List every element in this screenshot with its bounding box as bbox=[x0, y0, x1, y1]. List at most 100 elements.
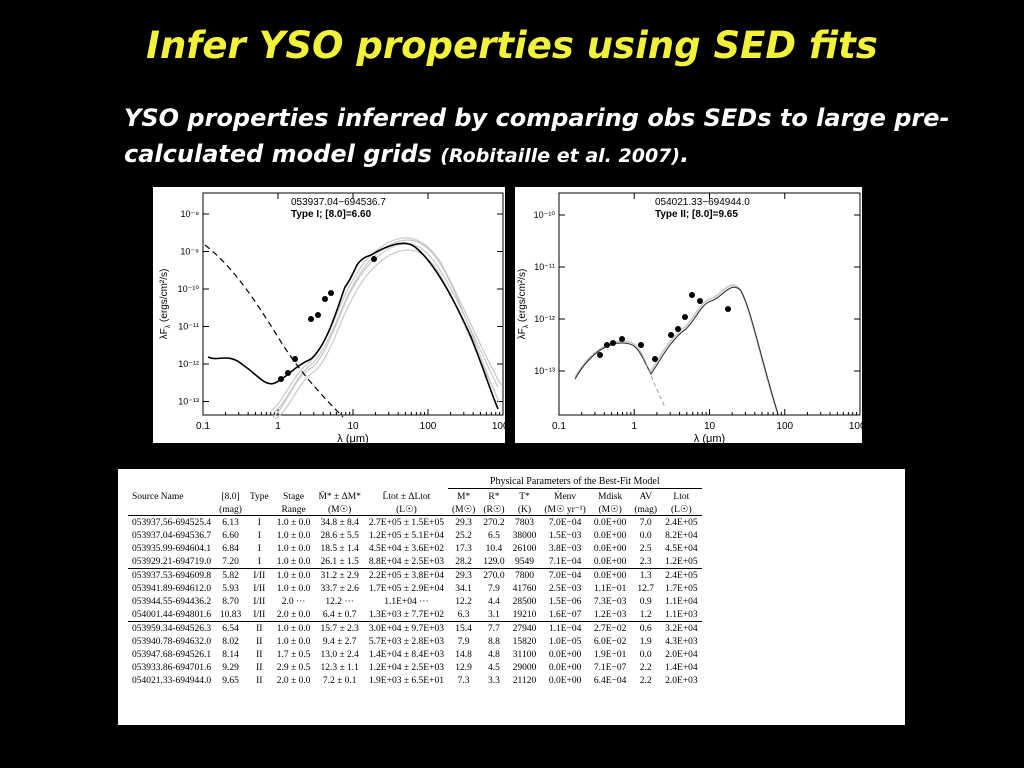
table-row: 053937.53-694609.8 5.82 I/II 1.0 ± 0.0 31.2 … bbox=[128, 568, 702, 582]
table-cell: 053940.78-694632.0 bbox=[132, 636, 212, 647]
table-cell: 7.2 ± 0.1 bbox=[322, 675, 357, 686]
table-cell: 4.5E+04 ± 3.6E+02 bbox=[368, 543, 444, 554]
table-cell: 6.0E−02 bbox=[593, 636, 627, 647]
table-cell: 31.2 ± 2.9 bbox=[314, 568, 365, 582]
data-point bbox=[292, 356, 298, 362]
table-cell: Ṁenv bbox=[554, 492, 577, 502]
table-cell: 2.2E+05 ± 3.8E+04 bbox=[364, 568, 448, 582]
table-cell: T* bbox=[519, 492, 530, 502]
table-cell: 12.3 ± 1.1 bbox=[320, 662, 359, 673]
table-cell: 1.7E+05 ± 2.9E+04 bbox=[368, 583, 444, 594]
x-tick-label: 0.1 bbox=[552, 421, 566, 432]
table-cell: (R☉) bbox=[483, 505, 505, 515]
table-cell: 29.3 bbox=[447, 515, 480, 529]
model-fit-curve bbox=[270, 237, 502, 412]
table-cell: 1.2 bbox=[639, 609, 652, 620]
table-cell: 6.54 bbox=[215, 621, 246, 635]
table-cell: I bbox=[257, 530, 261, 541]
table-cell: 053933.86-694701.6 bbox=[132, 662, 212, 673]
y-axis-label-sub: λ bbox=[165, 324, 172, 328]
table-cell: (M☉) bbox=[598, 505, 622, 515]
table-cell: 1.0 ± 0.0 bbox=[276, 583, 311, 594]
table-cell: 4.5E+04 bbox=[665, 543, 698, 554]
table-cell: 3.2E+04 bbox=[661, 621, 702, 635]
table-cell: M* bbox=[457, 492, 471, 502]
model-fit-curve bbox=[272, 239, 500, 414]
table-cell: 2.2 bbox=[639, 662, 652, 673]
table-cell: 1.0 ± 0.0 bbox=[276, 636, 311, 647]
table-cell: 1.1E+04 ··· bbox=[384, 596, 429, 607]
table-cell: 5.93 bbox=[222, 583, 239, 594]
y-tick-label: 10⁻¹¹ bbox=[178, 322, 199, 332]
table-cell: 8.70 bbox=[222, 596, 239, 607]
data-point bbox=[638, 342, 644, 348]
table-row: 053947.68-694526.1 8.14 II 1.7 ± 0.5 13.0 ± … bbox=[128, 648, 702, 661]
table-row: 054021.33-694944.0 9.65 II 2.0 ± 0.0 7.2 ± 0… bbox=[128, 674, 702, 687]
table-cell: 13.0 ± 2.4 bbox=[320, 649, 359, 660]
data-point bbox=[328, 290, 334, 296]
table-cell: 270.0 bbox=[479, 568, 509, 582]
table-cell: 6.13 bbox=[215, 515, 246, 529]
table-cell: I bbox=[257, 556, 261, 567]
model-fit-curve bbox=[272, 243, 499, 418]
table-cell: 6.5 bbox=[488, 530, 500, 541]
table-cell: 41760 bbox=[512, 583, 537, 594]
data-point bbox=[371, 256, 377, 262]
x-tick-label: 1 bbox=[275, 421, 281, 432]
table-cell: 25.2 bbox=[455, 530, 472, 541]
table-cell: 1.4E+04 ± 8.4E+03 bbox=[368, 649, 444, 660]
table-cell: 9.65 bbox=[222, 675, 239, 686]
table-cell: (L☉) bbox=[671, 505, 692, 515]
table-cell: 053929.21-694719.0 bbox=[132, 556, 212, 567]
table-cell: 7.3E−03 bbox=[593, 596, 627, 607]
table-cell: 28500 bbox=[512, 596, 537, 607]
plot-frame bbox=[202, 192, 504, 416]
table-cell: 12.2 ··· bbox=[325, 596, 354, 607]
y-tick-label: 10⁻⁹ bbox=[180, 247, 199, 257]
y-tick-label: 10⁻¹⁰ bbox=[178, 284, 200, 294]
table-cell bbox=[246, 502, 273, 516]
table-cell: 15.7 ± 2.3 bbox=[314, 621, 365, 635]
table-cell: 10.4 bbox=[485, 543, 503, 554]
table-cell: 7.9 bbox=[457, 636, 470, 647]
data-point bbox=[697, 298, 703, 304]
table-cell: 054021.33-694944.0 bbox=[132, 675, 212, 686]
table-cell: Ltot bbox=[673, 492, 690, 502]
table-cell: 7.20 bbox=[222, 556, 239, 567]
table-cell: 7.9 bbox=[488, 583, 500, 594]
table-cell: 6.4 ± 0.7 bbox=[322, 609, 357, 620]
table-cell: 0.6 bbox=[630, 621, 662, 635]
x-axis-label: λ (μm) bbox=[694, 433, 725, 443]
table-cell: 053941.89-694612.0 bbox=[132, 583, 212, 594]
x-tick-label: 100 bbox=[776, 421, 793, 432]
table-cell: 1.5E−03 bbox=[548, 530, 582, 541]
table-cell: 7803 bbox=[508, 515, 541, 529]
table-cell: 1.7E+05 bbox=[665, 583, 698, 594]
table-cell: I/II bbox=[245, 568, 273, 582]
table-header-row: Source Name [8.0] Type Stage M̄* ± ΔM* L̄tot … bbox=[128, 489, 702, 502]
table-cell: 2.9 ± 0.5 bbox=[276, 662, 311, 673]
data-point bbox=[322, 296, 328, 302]
table-cell: 053935.99-694604.1 bbox=[132, 543, 212, 554]
table-cell: 0.0E+00 bbox=[548, 675, 582, 686]
table-cell: 21120 bbox=[512, 675, 537, 686]
table-cell bbox=[128, 502, 215, 516]
table-cell: 1.1E+03 bbox=[665, 609, 698, 620]
table-cell: Source Name bbox=[132, 492, 184, 502]
y-tick-label: 10⁻¹² bbox=[178, 359, 199, 369]
table-cell: I/II bbox=[253, 609, 266, 620]
table-cell: 28.2 bbox=[455, 556, 472, 567]
table-cell: 053959.34-694526.3 bbox=[128, 621, 216, 635]
y-tick-label: 10⁻¹² bbox=[534, 314, 555, 324]
table-cell: 2.5 bbox=[639, 543, 652, 554]
table-cell: (M☉) bbox=[451, 505, 476, 515]
source-id-label: 053937.04−694536.7 bbox=[291, 197, 386, 208]
table-cell: 8.02 bbox=[222, 636, 239, 647]
table-cell: 0.9 bbox=[639, 596, 652, 607]
y-tick-label: 10⁻¹⁰ bbox=[534, 210, 556, 220]
table-cell: 6.84 bbox=[222, 543, 239, 554]
table-cell: Stage bbox=[283, 492, 305, 502]
